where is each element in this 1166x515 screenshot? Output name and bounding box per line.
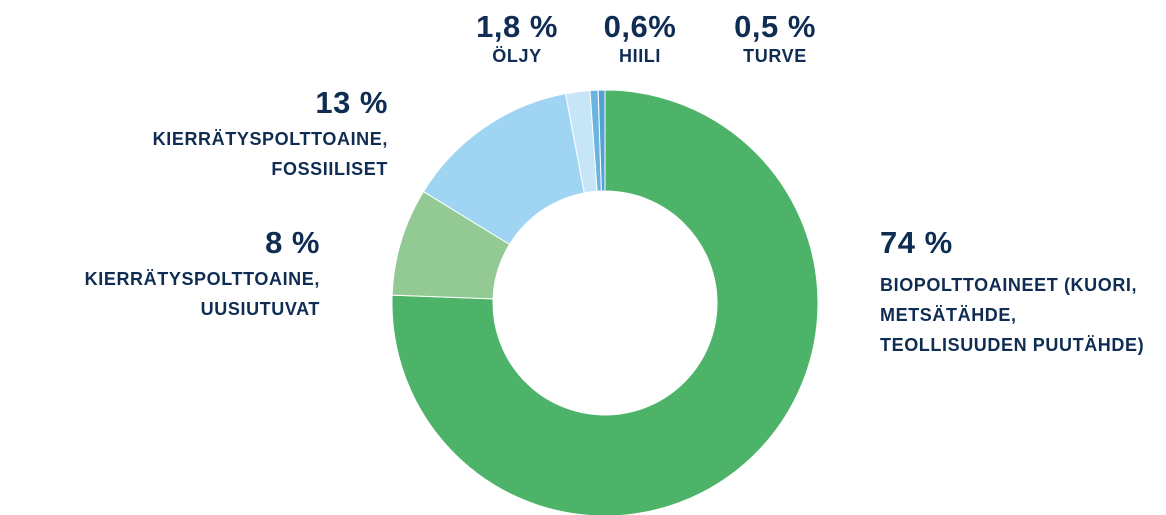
value-label: 0,5 % bbox=[734, 9, 816, 44]
label-group: 13 % KIERRÄTYSPOLTTOAINE, FOSSIILISET bbox=[78, 86, 388, 184]
category-label: KIERRÄTYSPOLTTOAINE, FOSSIILISET bbox=[152, 129, 388, 179]
category-label: HIILI bbox=[619, 46, 661, 66]
category-label: KIERRÄTYSPOLTTOAINE, UUSIUTUVAT bbox=[84, 269, 320, 319]
label-group: 1,8 % ÖLJY bbox=[457, 10, 577, 68]
value-label: 74 % bbox=[880, 225, 953, 260]
label-group: 0,6% HIILI bbox=[580, 10, 700, 68]
donut-slice bbox=[391, 89, 819, 515]
category-label: ÖLJY bbox=[492, 46, 542, 66]
category-label: TURVE bbox=[743, 46, 807, 66]
category-label: BIOPOLTTOAINEET (KUORI, METSÄTÄHDE, TEOL… bbox=[880, 275, 1145, 355]
value-label: 0,6% bbox=[603, 9, 677, 44]
label-group: 8 % KIERRÄTYSPOLTTOAINE, UUSIUTUVAT bbox=[10, 226, 320, 324]
label-group: 0,5 % TURVE bbox=[715, 10, 835, 68]
value-label: 8 % bbox=[265, 225, 320, 260]
value-label: 13 % bbox=[315, 85, 388, 120]
donut-slice bbox=[597, 89, 606, 192]
value-label: 1,8 % bbox=[476, 9, 558, 44]
label-group: 74 % BIOPOLTTOAINEET (KUORI, METSÄTÄHDE,… bbox=[880, 226, 1150, 360]
